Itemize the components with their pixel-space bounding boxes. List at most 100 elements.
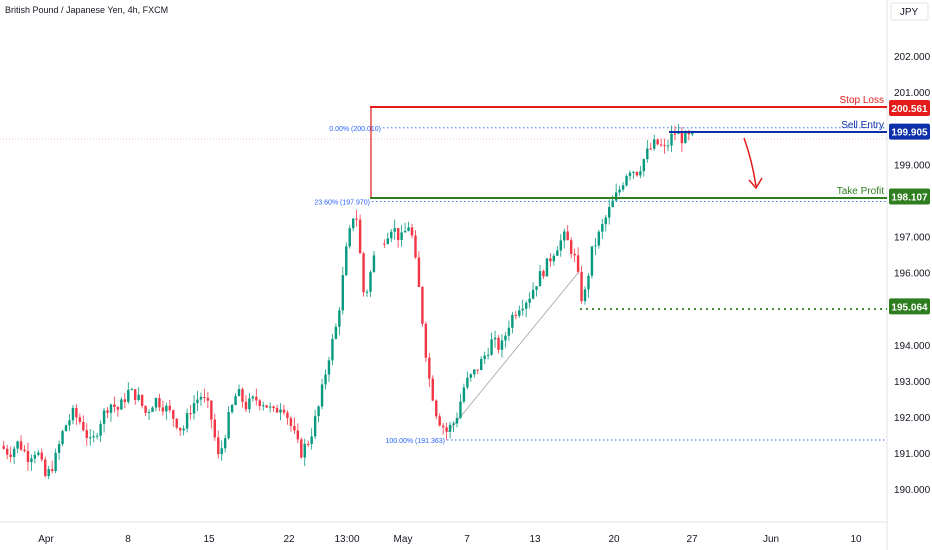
candle-body	[223, 438, 227, 449]
candle-body	[358, 219, 362, 254]
candle-body	[289, 418, 293, 426]
candle-body	[2, 445, 5, 449]
candle-body	[258, 400, 261, 406]
candle-body	[178, 427, 182, 431]
candle-body	[383, 243, 386, 245]
candle-body	[673, 133, 677, 135]
candle-body	[185, 413, 189, 429]
candle-body	[102, 410, 106, 424]
candle-body	[452, 423, 455, 425]
candle-body	[469, 374, 473, 378]
candle-body	[621, 185, 625, 190]
candle-body	[587, 275, 590, 290]
candle-body	[75, 407, 78, 418]
currency-box[interactable]	[890, 2, 929, 21]
candle-body	[161, 407, 165, 412]
candle-body	[286, 412, 289, 419]
candle-body	[165, 405, 168, 412]
candle-body	[272, 406, 275, 409]
x-tick-label: 22	[283, 534, 295, 545]
time-axis[interactable]: Apr 8 15 22 13:00 May 7 13 20 27 Jun 10	[38, 534, 862, 545]
trend-line	[447, 272, 579, 433]
candle-body	[601, 224, 604, 232]
candle-body	[528, 298, 531, 303]
candle-body	[490, 339, 493, 355]
candle-body	[518, 310, 521, 316]
candle-body	[642, 159, 646, 172]
candle-body	[417, 257, 421, 287]
candle-body	[282, 409, 286, 413]
candle-body	[473, 369, 476, 375]
candle-body	[154, 398, 158, 408]
candle-body	[64, 425, 68, 432]
candle-body	[217, 437, 220, 455]
candle-body	[448, 424, 452, 432]
candle-body	[189, 413, 192, 415]
candle-body	[649, 148, 652, 150]
candle-body	[549, 258, 552, 262]
candle-body	[680, 132, 684, 144]
candle-body	[666, 145, 670, 147]
candle-body	[227, 412, 230, 439]
candle-body	[435, 400, 438, 417]
candle-body	[479, 358, 483, 371]
candle-body	[61, 431, 64, 445]
candle-body	[486, 354, 490, 356]
candle-body	[306, 443, 310, 445]
candle-body	[327, 360, 331, 375]
candle-body	[26, 451, 30, 463]
candle-body	[597, 231, 601, 246]
candle-body	[192, 403, 196, 414]
candle-body	[23, 449, 26, 452]
candle-body	[92, 436, 95, 438]
candle-body	[594, 245, 597, 247]
candle-body	[130, 389, 133, 391]
candle-body	[538, 271, 542, 287]
candle-body	[507, 327, 511, 336]
candle-body	[331, 338, 334, 361]
candle-body	[182, 428, 185, 431]
price-badge	[889, 123, 930, 140]
candle-body	[30, 458, 33, 463]
y-tick-label: 197.000	[894, 233, 931, 244]
candle-body	[351, 218, 355, 229]
candle-body	[71, 407, 75, 421]
candle-body	[40, 452, 44, 460]
candle-body	[632, 171, 635, 173]
candle-body	[441, 425, 445, 428]
candle-body	[140, 394, 144, 406]
candle-body	[199, 396, 203, 400]
candle-body	[625, 175, 628, 186]
candle-body	[369, 272, 372, 292]
candle-body	[133, 389, 137, 400]
candle-body	[646, 148, 649, 160]
candle-body	[445, 427, 448, 432]
candle-body	[400, 232, 403, 240]
candle-body	[407, 227, 410, 231]
stop-loss-label: Stop Loss	[840, 95, 884, 106]
x-tick-label: 15	[203, 534, 215, 545]
candle-body	[483, 355, 486, 359]
candle-body	[365, 291, 369, 293]
candle-body	[303, 443, 306, 458]
candle-body	[244, 401, 248, 410]
candle-body	[203, 396, 206, 398]
candle-body	[123, 399, 127, 402]
candle-body	[241, 389, 244, 402]
candle-body	[556, 250, 559, 256]
price-badge-label: 198.107	[891, 193, 928, 204]
x-tick-label: Jun	[763, 534, 779, 545]
candle-body	[234, 396, 237, 406]
currency-label: JPY	[900, 7, 919, 18]
candle-body	[608, 207, 611, 218]
x-tick-label: 27	[686, 534, 698, 545]
candle-body	[396, 228, 400, 240]
y-tick-label: 193.000	[894, 377, 931, 388]
candle-body	[687, 132, 691, 135]
candle-body	[324, 374, 327, 385]
candle-body	[386, 238, 390, 244]
candle-body	[300, 439, 303, 458]
candle-body	[691, 131, 694, 135]
candle-body	[78, 417, 82, 423]
candle-body	[652, 139, 656, 149]
